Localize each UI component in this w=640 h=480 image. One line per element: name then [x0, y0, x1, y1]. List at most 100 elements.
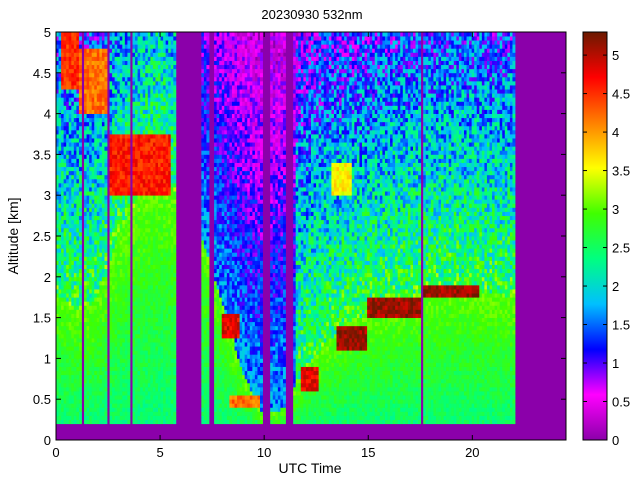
heatmap-cell	[158, 272, 161, 278]
heatmap-cell	[114, 321, 118, 327]
heatmap-cell	[150, 333, 154, 339]
heatmap-cell	[155, 80, 159, 86]
heatmap-cell	[221, 391, 225, 396]
heatmap-cell	[63, 297, 67, 302]
heatmap-cell	[119, 399, 123, 404]
heatmap-cell	[155, 68, 159, 74]
heatmap-cell	[119, 305, 123, 310]
heatmap-cell	[127, 134, 131, 139]
heatmap-cell	[89, 276, 93, 282]
heatmap-cell	[112, 338, 116, 343]
heatmap-cell	[170, 382, 174, 388]
heatmap-cell	[168, 170, 172, 176]
heatmap-cell	[86, 309, 90, 314]
heatmap-cell	[140, 101, 144, 106]
heatmap-cell	[201, 121, 205, 127]
heatmap-cell	[140, 374, 144, 380]
heatmap-cell	[173, 362, 177, 367]
heatmap-cell	[94, 342, 98, 347]
heatmap-cell	[224, 236, 228, 241]
heatmap-cell	[91, 244, 95, 249]
heatmap-cell	[109, 346, 113, 351]
heatmap-cell	[127, 354, 131, 359]
heatmap-cell	[104, 146, 108, 151]
heatmap-cell	[168, 370, 172, 376]
heatmap-cell	[163, 236, 167, 241]
heatmap-cell	[152, 329, 156, 335]
heatmap-cell	[155, 191, 159, 196]
heatmap-cell	[216, 264, 220, 270]
heatmap-cell	[135, 260, 138, 265]
heatmap-cell	[142, 32, 146, 37]
heatmap-cell	[168, 244, 172, 249]
heatmap-cell	[165, 195, 169, 200]
heatmap-cell	[165, 407, 169, 412]
heatmap-cell	[135, 178, 138, 184]
heatmap-cell	[142, 297, 146, 302]
heatmap-cell	[127, 395, 131, 400]
heatmap-cell	[203, 309, 207, 314]
heatmap-cell	[63, 178, 67, 184]
heatmap-cell	[71, 366, 75, 372]
heatmap-cell	[203, 407, 207, 412]
heatmap-cell	[132, 386, 136, 392]
heatmap-cell	[56, 162, 59, 168]
heatmap-cell	[214, 105, 218, 110]
heatmap-cell	[91, 113, 95, 119]
heatmap-cell	[170, 162, 174, 168]
heatmap-cell	[56, 166, 59, 172]
heatmap-cell	[89, 166, 93, 172]
heatmap-cell	[165, 321, 169, 327]
heatmap-cell	[104, 134, 108, 139]
heatmap-cell	[124, 199, 128, 204]
heatmap-cell	[147, 44, 151, 49]
heatmap-cell	[214, 350, 218, 355]
heatmap-cell	[56, 272, 59, 278]
heatmap-cell	[109, 150, 113, 155]
heatmap-cell	[63, 305, 67, 310]
heatmap-cell	[104, 346, 108, 351]
heatmap-cell	[124, 76, 128, 82]
heatmap-cell	[114, 301, 118, 306]
heatmap-cell	[119, 240, 123, 245]
heatmap-cell	[78, 174, 82, 180]
heatmap-cell	[94, 378, 98, 384]
heatmap-cell	[170, 280, 174, 286]
heatmap-cell	[219, 207, 223, 212]
heatmap-cell	[155, 370, 159, 376]
heatmap-cell	[145, 395, 149, 400]
heatmap-cell	[99, 125, 103, 131]
heatmap-cell	[201, 297, 205, 302]
heatmap-cell	[137, 329, 141, 335]
heatmap-cell	[140, 40, 144, 45]
heatmap-cell	[84, 293, 87, 298]
heatmap-cell	[119, 411, 123, 416]
heatmap-cell	[124, 333, 128, 339]
heatmap-cell	[66, 174, 70, 180]
heatmap-cell	[163, 219, 167, 225]
heatmap-cell	[127, 146, 131, 151]
heatmap-cell	[86, 101, 90, 106]
heatmap-cell	[214, 333, 218, 339]
heatmap-cell	[147, 215, 151, 221]
heatmap-cell	[150, 362, 154, 367]
heatmap-cell	[78, 280, 82, 286]
heatmap-cell	[122, 227, 126, 233]
heatmap-cell	[150, 195, 154, 200]
heatmap-cell	[63, 268, 67, 274]
heatmap-cell	[216, 138, 220, 143]
heatmap-cell	[91, 211, 95, 216]
heatmap-cell	[78, 138, 82, 143]
heatmap-cell	[135, 162, 138, 168]
heatmap-cell	[155, 399, 159, 404]
heatmap-cell	[63, 309, 67, 314]
heatmap-cell	[206, 60, 210, 66]
heatmap-cell	[124, 244, 128, 249]
heatmap-cell	[127, 64, 131, 70]
heatmap-cell	[155, 382, 159, 388]
heatmap-cell	[155, 166, 159, 172]
heatmap-cell	[214, 321, 218, 327]
heatmap-cell	[84, 395, 87, 400]
heatmap-cell	[117, 195, 121, 200]
heatmap-cell	[112, 301, 116, 306]
